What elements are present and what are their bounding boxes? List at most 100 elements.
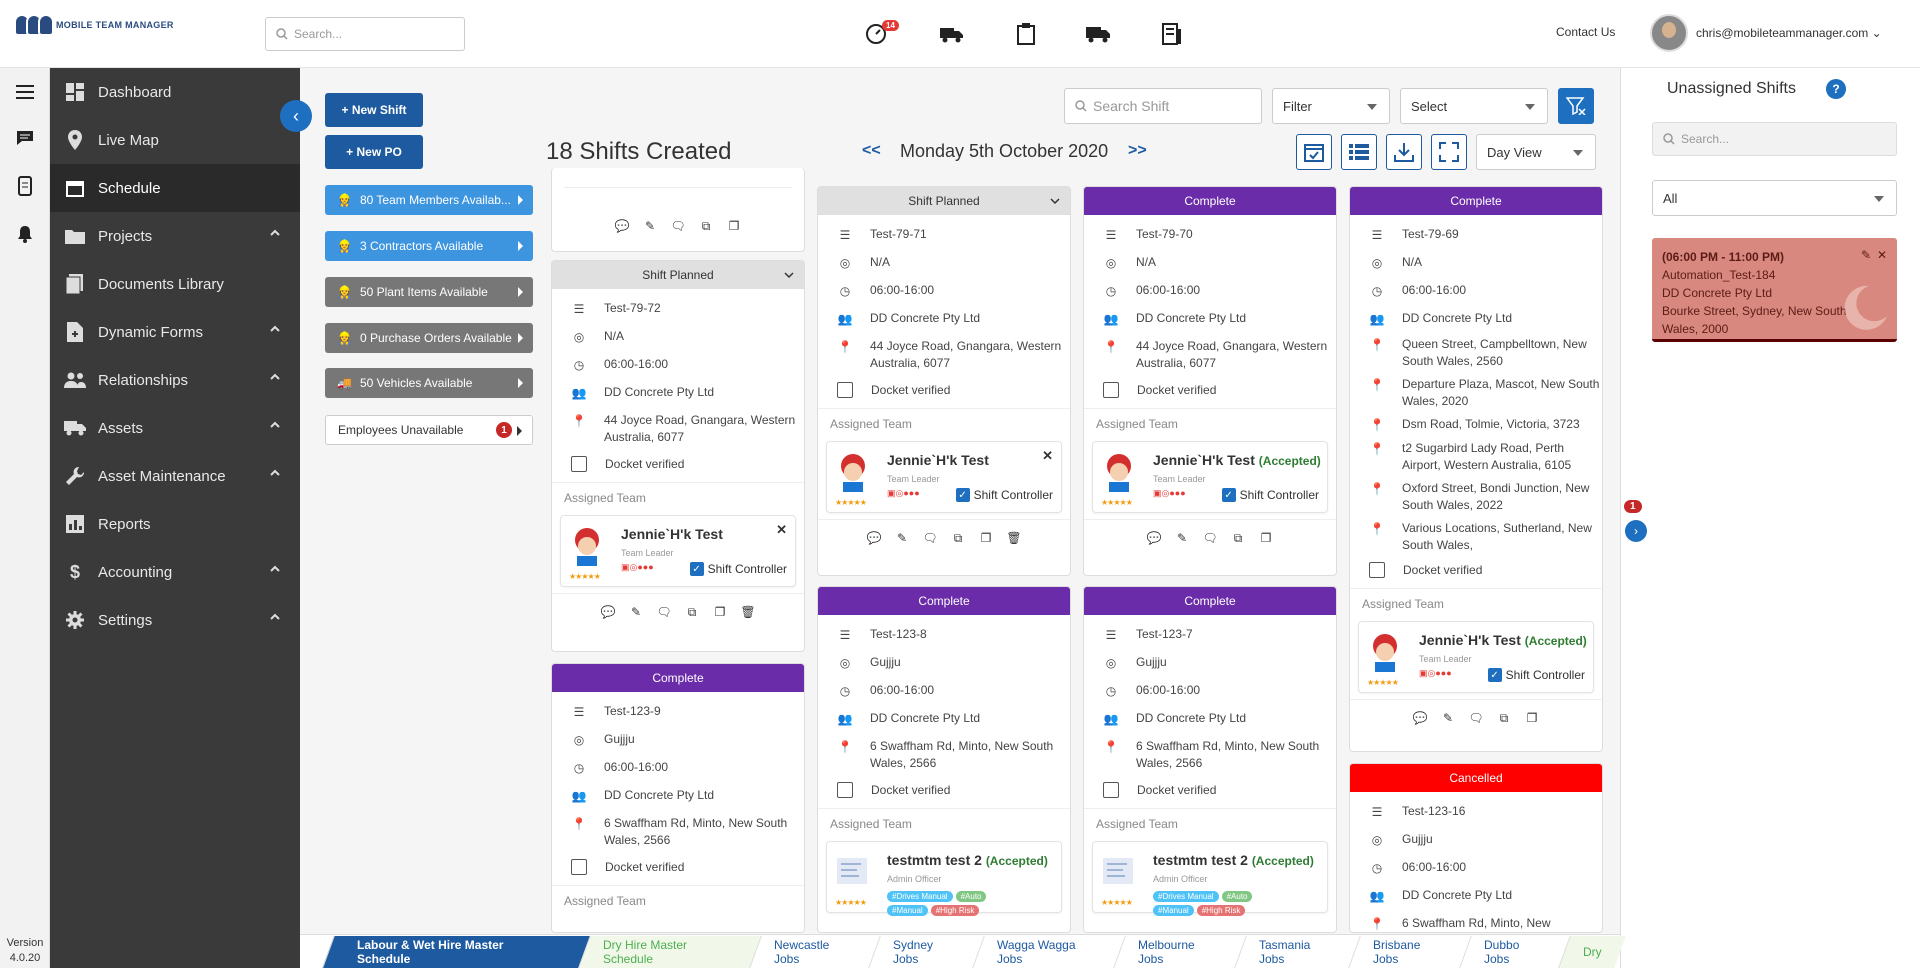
next-day-button[interactable]: >> (1128, 142, 1147, 159)
team-member-card[interactable]: Jennie`H'k Test Team Leader ▣◎●●● ★★★★★ … (826, 441, 1062, 513)
sidebar-item-dynamic-forms[interactable]: Dynamic Forms (50, 308, 300, 356)
list-view-button[interactable] (1341, 134, 1377, 170)
chevron-up-icon[interactable] (270, 468, 280, 478)
shift-status-header[interactable]: Shift Planned (552, 261, 804, 289)
tab-newcastle-jobs[interactable]: Newcastle Jobs (749, 936, 882, 968)
sidebar-item-documents-library[interactable]: Documents Library (50, 260, 300, 308)
dashboard-speed-icon[interactable] (862, 20, 890, 48)
contractors-available-button[interactable]: 👷 3 Contractors Available (325, 231, 533, 261)
clear-filter-button[interactable] (1558, 88, 1594, 124)
clipboard-icon[interactable] (1012, 20, 1040, 48)
message-icon[interactable]: 🗨 (1468, 711, 1484, 725)
shift-status-header[interactable]: Complete (818, 587, 1070, 615)
sidebar-item-relationships[interactable]: Relationships (50, 356, 300, 404)
user-menu[interactable]: chris@mobileteammanager.com ⌄ (1696, 26, 1882, 40)
shift-status-header[interactable]: Shift Planned (818, 187, 1070, 215)
team-members-available-button[interactable]: 👷 80 Team Members Availab... (325, 185, 533, 215)
message-icon[interactable]: 🗨 (670, 219, 686, 233)
duplicate-icon[interactable]: ❐ (1260, 531, 1272, 545)
hamburger-menu-icon[interactable] (13, 80, 37, 104)
user-avatar[interactable] (1650, 14, 1688, 52)
fullscreen-button[interactable] (1431, 134, 1467, 170)
tab-labour-wet-hire[interactable]: Labour & Wet Hire Master Schedule (322, 936, 591, 968)
delete-icon[interactable]: 🗑 (740, 605, 756, 619)
select-dropdown[interactable]: Select (1400, 88, 1548, 124)
copy-icon[interactable]: ⧉ (953, 530, 963, 545)
duplicate-icon[interactable]: ❐ (1526, 711, 1538, 725)
shift-status-header[interactable]: Complete (1084, 187, 1336, 215)
copy-icon[interactable]: ⧉ (701, 218, 711, 233)
plant-items-available-button[interactable]: 👷 50 Plant Items Available (325, 277, 533, 307)
tab-wagga-wagga-jobs[interactable]: Wagga Wagga Jobs (972, 936, 1127, 968)
new-po-button[interactable]: + New PO (325, 135, 423, 169)
shift-card[interactable]: Shift Planned ☰ Test-79-71 ◎ N/A ◷ 06:00-16… (817, 186, 1071, 576)
docket-checkbox[interactable] (837, 382, 853, 398)
purchase-orders-available-button[interactable]: 👷 0 Purchase Orders Available (325, 323, 533, 353)
duplicate-icon[interactable]: ❐ (714, 605, 726, 619)
tab-tasmania-jobs[interactable]: Tasmania Jobs (1233, 936, 1362, 968)
sidebar-item-asset-maintenance[interactable]: Asset Maintenance (50, 452, 300, 500)
new-shift-button[interactable]: + New Shift (325, 93, 423, 127)
copy-icon[interactable]: ⧉ (1499, 710, 1509, 725)
docket-checkbox[interactable] (571, 859, 587, 875)
close-icon[interactable]: ✕ (1876, 248, 1887, 262)
edit-icon[interactable]: ✎ (1860, 248, 1871, 262)
search-shift-input[interactable]: Search Shift (1064, 88, 1262, 124)
shift-card[interactable]: Complete ☰ Test-123-9 ◎ Gujjju ◷ 06:00-16:0… (551, 663, 805, 933)
unassigned-shift-card[interactable]: (06:00 PM - 11:00 PM) Automation_Test-18… (1652, 238, 1897, 342)
edit-icon[interactable]: ✎ (630, 605, 642, 619)
tab-brisbane-jobs[interactable]: Brisbane Jobs (1348, 936, 1473, 968)
chevron-up-icon[interactable] (270, 324, 280, 334)
app-logo[interactable]: MOBILE TEAM MANAGER (14, 14, 174, 36)
docket-checkbox[interactable] (571, 456, 587, 472)
shift-controller-toggle[interactable]: ✓ Shift Controller (1487, 668, 1585, 682)
message-icon[interactable]: 🗨 (656, 605, 672, 619)
message-icon[interactable]: 🗨 (1202, 531, 1218, 545)
docket-checkbox[interactable] (1103, 782, 1119, 798)
comment-icon[interactable]: 💬 (614, 219, 630, 233)
sidebar-item-reports[interactable]: Reports (50, 500, 300, 548)
shift-card[interactable]: Complete ☰ Test-79-69 ◎ N/A ◷ 06:00-16:00 👥… (1349, 186, 1603, 752)
team-member-card[interactable]: Jennie`H'k Test (Accepted) Team Leader ▣… (1358, 621, 1594, 693)
shift-status-header[interactable]: Complete (1084, 587, 1336, 615)
copy-icon[interactable]: ⧉ (687, 604, 697, 619)
sidebar-item-assets[interactable]: Assets (50, 404, 300, 452)
tab-melbourne-jobs[interactable]: Melbourne Jobs (1113, 936, 1247, 968)
docket-checkbox[interactable] (1103, 382, 1119, 398)
alert-bell-icon[interactable] (13, 222, 37, 246)
shift-controller-toggle[interactable]: ✓ Shift Controller (1221, 488, 1319, 502)
shift-card[interactable]: Complete ☰ Test-79-70 ◎ N/A ◷ 06:00-16:00 👥… (1083, 186, 1337, 576)
shift-status-header[interactable]: Cancelled (1350, 764, 1602, 792)
chevron-up-icon[interactable] (270, 564, 280, 574)
tab-dry-hire[interactable]: Dry Hire Master Schedule (578, 936, 763, 968)
chevron-up-icon[interactable] (270, 420, 280, 430)
edit-icon[interactable]: ✎ (1442, 711, 1454, 725)
edit-icon[interactable]: ✎ (896, 531, 908, 545)
shift-card[interactable]: Shift Planned ☰ Test-79-72 ◎ N/A ◷ 06:00-16… (551, 260, 805, 652)
shift-controller-toggle[interactable]: ✓ Shift Controller (689, 562, 787, 576)
shift-status-header[interactable]: Complete (552, 664, 804, 692)
sidebar-collapse-button[interactable]: ‹ (280, 100, 312, 132)
expand-panel-button[interactable]: › (1625, 520, 1647, 542)
comment-icon[interactable]: 💬 (1146, 531, 1162, 545)
global-search-input[interactable]: Search... (265, 17, 465, 51)
duplicate-icon[interactable]: ❐ (728, 219, 740, 233)
van-icon[interactable] (1084, 20, 1112, 48)
mobile-device-icon[interactable] (13, 174, 37, 198)
comment-icon[interactable]: 💬 (1412, 711, 1428, 725)
edit-icon[interactable]: ✎ (1176, 531, 1188, 545)
tab-dry[interactable]: Dry (1558, 936, 1626, 968)
unassigned-filter-select[interactable]: All (1652, 180, 1897, 216)
chevron-down-icon[interactable] (784, 270, 794, 280)
help-icon[interactable]: ? (1826, 79, 1846, 99)
docket-checkbox[interactable] (837, 782, 853, 798)
team-member-card[interactable]: Jennie`H'k Test Team Leader ▣◎●●● ★★★★★ … (560, 515, 796, 587)
message-icon[interactable]: 🗨 (922, 531, 938, 545)
tab-sydney-jobs[interactable]: Sydney Jobs (868, 936, 985, 968)
team-member-card[interactable]: Jennie`H'k Test (Accepted) Team Leader ▣… (1092, 441, 1328, 513)
sidebar-item-dashboard[interactable]: Dashboard (50, 68, 300, 116)
sidebar-item-settings[interactable]: Settings (50, 596, 300, 644)
shift-controller-toggle[interactable]: ✓ Shift Controller (955, 488, 1053, 502)
team-member-card[interactable]: testmtm test 2 (Accepted) Admin Officer … (1092, 841, 1328, 916)
document-list-icon[interactable] (1158, 20, 1186, 48)
